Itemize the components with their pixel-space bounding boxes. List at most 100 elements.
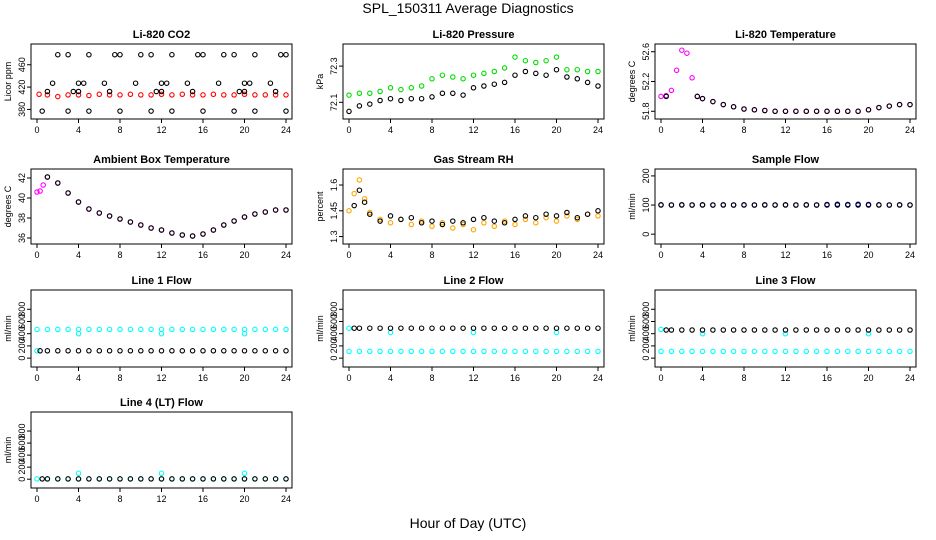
data-point [710, 348, 716, 355]
x-tick-label: 12 [780, 250, 790, 260]
data-point [200, 326, 206, 333]
data-point [278, 51, 284, 58]
data-point [351, 190, 357, 197]
panel-title: Li-820 Pressure [433, 29, 515, 41]
x-tick-label: 4 [388, 250, 393, 260]
x-tick-label: 16 [510, 250, 520, 260]
data-point [418, 325, 425, 331]
data-point [283, 92, 289, 98]
panel-title: Li-820 Temperature [735, 29, 836, 41]
x-tick-label: 12 [468, 125, 478, 135]
x-tick-label: 12 [156, 373, 166, 383]
data-point [429, 348, 435, 355]
data-point [106, 348, 113, 354]
x-tick-label: 20 [863, 373, 873, 383]
data-point [200, 348, 206, 354]
data-point [584, 348, 591, 355]
data-point [782, 330, 789, 337]
data-point [896, 327, 903, 333]
x-tick-label: 0 [346, 250, 351, 260]
series-2 [663, 93, 913, 115]
data-point [865, 327, 872, 333]
data-point [408, 85, 415, 91]
data-point [574, 325, 581, 331]
data-point [252, 92, 258, 98]
data-point [96, 326, 103, 333]
data-point [793, 202, 799, 208]
data-point [762, 107, 768, 114]
data-point [460, 348, 466, 355]
data-point [163, 80, 170, 86]
data-point [512, 221, 518, 228]
data-point [689, 327, 695, 333]
data-point [231, 218, 237, 224]
y-tick-label: 200 [17, 460, 27, 475]
y-axis-label: ml/min [627, 193, 637, 220]
data-point [117, 92, 123, 98]
data-point [158, 470, 165, 476]
x-tick-label: 0 [34, 373, 39, 383]
data-point [439, 90, 446, 97]
panel-2: Li-820 Pressure kPa 0 4 8 12 16 20 24 72.1 72.3 [315, 29, 605, 135]
data-point [574, 348, 581, 355]
data-point [158, 476, 165, 482]
data-point [221, 326, 227, 333]
data-point [40, 182, 46, 188]
data-point [553, 66, 560, 73]
data-point [772, 348, 778, 355]
y-tick-label: 38 [17, 213, 27, 223]
data-point [138, 348, 144, 354]
data-point [460, 221, 466, 228]
data-point [668, 327, 675, 333]
data-point [584, 325, 591, 331]
data-point [138, 51, 144, 58]
data-point [210, 91, 217, 98]
data-point [283, 476, 289, 482]
data-point [44, 88, 51, 95]
panel-8: Line 2 Flow ml/min 0 4 8 12 16 20 24 0 20040060080… [315, 275, 605, 383]
data-point [408, 348, 415, 355]
x-tick-label: 12 [468, 373, 478, 383]
x-tick-label: 0 [346, 125, 351, 135]
data-point [75, 348, 82, 354]
data-point [512, 325, 518, 331]
data-point [886, 103, 893, 109]
data-point [584, 68, 591, 75]
x-tick-label: 24 [905, 250, 915, 260]
data-point [127, 476, 134, 482]
data-point [86, 108, 92, 114]
data-point [491, 68, 498, 75]
data-point [730, 327, 737, 333]
series-2 [44, 174, 289, 239]
data-point [450, 90, 456, 97]
data-point [65, 108, 71, 114]
x-tick-label: 12 [780, 125, 790, 135]
data-point [553, 218, 560, 224]
data-point [470, 325, 477, 331]
data-point [439, 221, 446, 228]
x-tick-label: 0 [34, 494, 39, 504]
data-point [720, 202, 727, 208]
data-point [356, 325, 363, 331]
data-point [138, 222, 144, 228]
x-tick-label: 24 [905, 125, 915, 135]
data-point [772, 327, 778, 333]
data-point [377, 325, 383, 331]
data-point [153, 88, 160, 95]
data-point [75, 92, 82, 98]
data-point [189, 348, 196, 354]
y-tick-label: 420 [17, 80, 27, 95]
data-point [132, 80, 139, 86]
data-point [907, 101, 913, 108]
x-tick-label: 24 [281, 125, 291, 135]
x-tick-label: 16 [198, 373, 208, 383]
data-point [65, 348, 71, 354]
data-point [564, 325, 570, 331]
data-point [595, 213, 601, 219]
y-axis-label: ml/min [627, 315, 637, 342]
data-point [710, 98, 716, 105]
y-tick-label: 800 [17, 302, 27, 317]
data-point [44, 326, 51, 333]
panel-3: Li-820 Temperature degrees C 0 4 8 12 16 20 24 51… [627, 29, 917, 135]
